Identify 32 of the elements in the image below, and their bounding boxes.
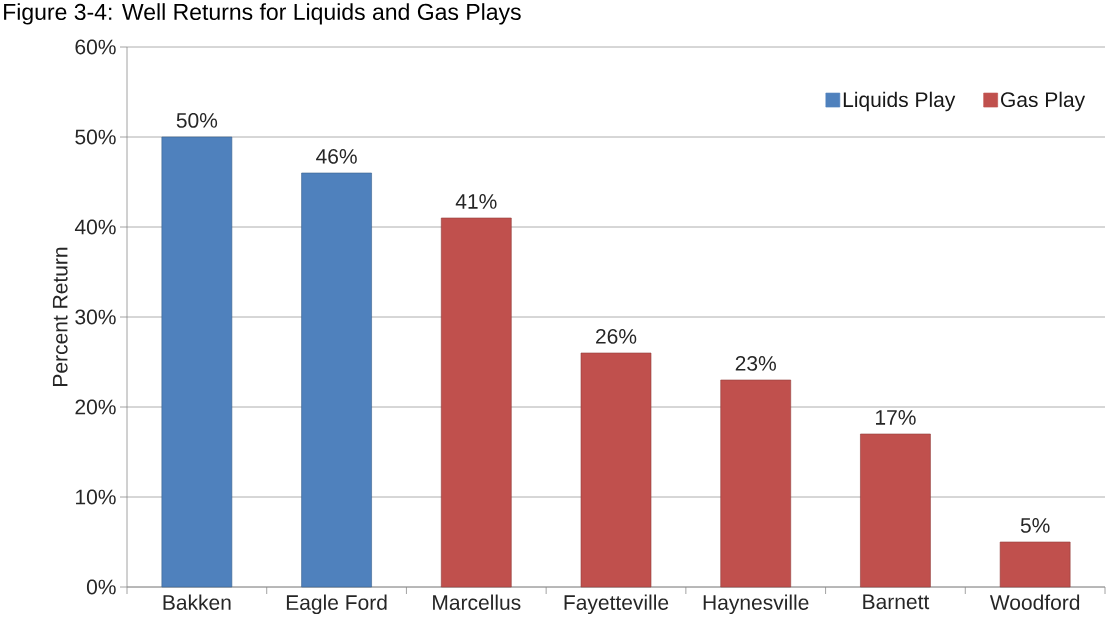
x-tick-label: Barnett: [863, 594, 930, 610]
data-label: 23%: [735, 355, 776, 371]
bar: [999, 541, 1071, 588]
legend-label: Gas Play: [1001, 91, 1086, 112]
bar: [161, 136, 233, 588]
bar: [580, 352, 652, 588]
y-tick-label: 0%: [86, 579, 116, 595]
x-tick-label: Fayetteville: [564, 594, 669, 615]
bar: [860, 433, 931, 588]
data-label: 26%: [596, 328, 637, 344]
y-axis-title: Percent Return: [52, 247, 68, 386]
legend-label: Liquids Play: [843, 91, 956, 112]
bar: [301, 172, 372, 588]
x-tick-label: Eagle Ford: [286, 594, 387, 615]
y-tick-label: 50%: [75, 129, 116, 145]
x-tick-label: Marcellus: [433, 594, 521, 610]
y-tick-label: 60%: [75, 39, 116, 55]
y-tick-label: 40%: [74, 219, 116, 235]
data-label: 50%: [176, 112, 218, 128]
x-tick-label: Bakken: [163, 594, 231, 610]
data-label: 17%: [876, 410, 916, 425]
y-tick-label: 10%: [76, 489, 116, 505]
data-label: 41%: [455, 194, 497, 209]
bar: [720, 379, 792, 588]
x-tick-label: Woodford: [989, 594, 1080, 610]
y-tick-label: 30%: [75, 309, 116, 325]
y-tick-label: 20%: [75, 399, 116, 415]
x-tick-label: Haynesville: [703, 594, 809, 615]
chart-title: Figure 3-4: Well Returns for Liquids and Gas Plays: [4, 3, 521, 25]
data-label: 46%: [316, 148, 357, 164]
data-label: 5%: [1020, 518, 1050, 533]
bar: [440, 217, 512, 588]
